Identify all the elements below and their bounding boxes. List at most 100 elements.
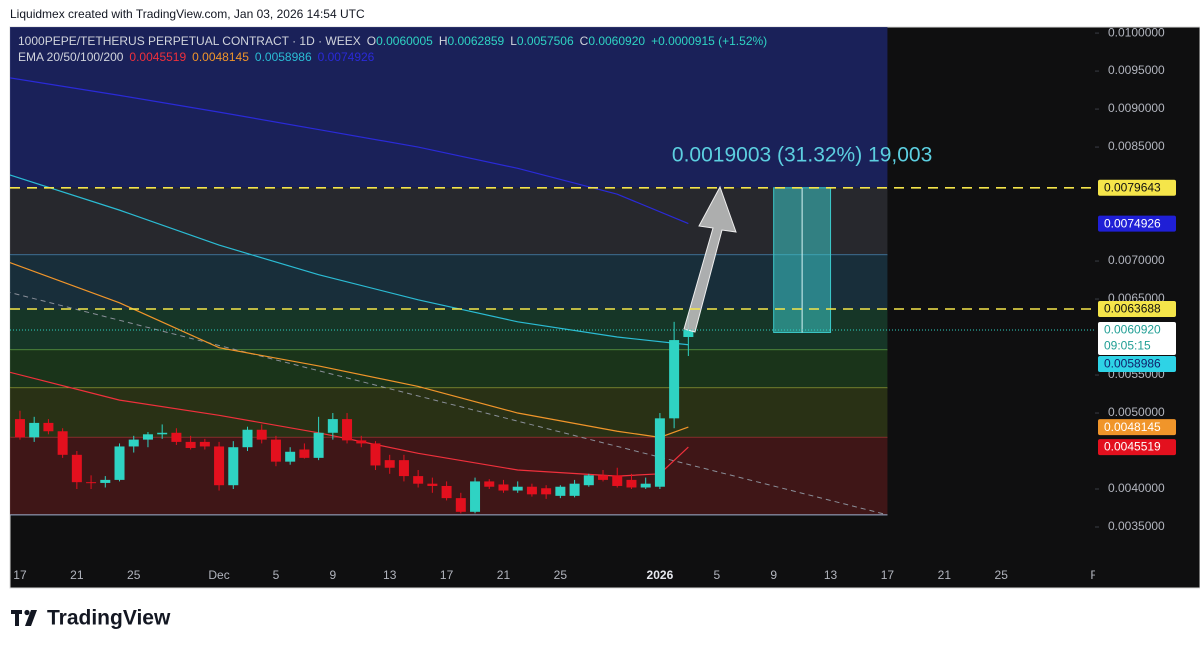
price-badge-label: 0.0058986	[1104, 357, 1161, 371]
symbol: 1000PEPE/TETHERUS PERPETUAL CONTRACT · 1…	[18, 34, 361, 48]
x-tick-label: 25	[995, 568, 1009, 582]
x-tick-label: 25	[554, 568, 568, 582]
candle-body	[313, 432, 324, 458]
y-tick-label: 0.0070000	[1108, 253, 1165, 267]
brand-name: TradingView	[47, 607, 171, 630]
ohlc-value: 0.0060920	[588, 34, 645, 48]
zone	[10, 27, 888, 188]
candle-body	[142, 434, 153, 440]
ema-title: EMA 20/50/100/200	[18, 50, 124, 64]
candle-body	[285, 451, 296, 462]
x-tick-label: 17	[881, 568, 895, 582]
candle-body	[626, 479, 637, 488]
candle-body	[569, 483, 580, 496]
candle-body	[356, 440, 367, 444]
candle-body	[498, 484, 509, 491]
candle-body	[57, 431, 68, 455]
price-badge	[1098, 301, 1176, 318]
x-tick-label: 21	[497, 568, 511, 582]
zone	[10, 254, 888, 310]
ema-value: 0.0058986	[255, 50, 312, 64]
x-tick-label: 13	[824, 568, 838, 582]
x-tick-label: Feb	[1090, 568, 1111, 582]
candle-body	[413, 476, 424, 484]
candle-body	[484, 481, 495, 487]
candle-body	[228, 447, 239, 486]
y-tick-label: 0.0085000	[1108, 139, 1165, 153]
ohlc-value: 0.0062859	[448, 34, 505, 48]
candle-body	[270, 439, 281, 462]
x-tick-label: 9	[329, 568, 336, 582]
ema-line	[10, 261, 689, 438]
y-tick-label: 0.0050000	[1108, 405, 1165, 419]
candle-body	[100, 479, 111, 483]
candle-body	[683, 330, 694, 337]
x-tick-label: 25	[127, 568, 141, 582]
zone	[10, 349, 888, 388]
candle-body	[242, 429, 253, 448]
candle-body	[384, 460, 395, 468]
candle-body	[199, 441, 210, 447]
candle-body	[583, 475, 594, 486]
zone	[10, 309, 888, 350]
ema-value: 0.0048145	[192, 50, 249, 64]
price-badge	[1098, 215, 1176, 232]
candle-body	[114, 446, 125, 480]
price-axis: 0.0100000 0.0095000 0.0090000 0.0085000 0.00…	[1095, 25, 1176, 533]
candle-body	[14, 419, 25, 438]
zone	[10, 437, 888, 515]
candle-body	[512, 486, 523, 491]
position-label: 0.0019003 (31.32%) 19,003	[672, 143, 932, 166]
candle-body	[455, 498, 466, 512]
candle-body	[612, 475, 623, 486]
x-tick-label: 13	[383, 568, 397, 582]
price-badge-label: 0.0045519	[1104, 440, 1161, 454]
candle-body	[128, 439, 139, 447]
candle-body	[427, 483, 438, 486]
candle-body	[470, 481, 481, 512]
x-tick-label: 17	[13, 568, 27, 582]
candle-body	[71, 454, 82, 483]
ohlc-legend: 1000PEPE/TETHERUS PERPETUAL CONTRACT · 1…	[18, 34, 767, 48]
ohlc-key: O	[367, 34, 376, 48]
price-badge	[1098, 419, 1176, 436]
x-tick-label: 17	[440, 568, 454, 582]
plot-area	[10, 27, 888, 516]
time-axis: 17 21 25 Dec 5 9 13 17 21 25 2026 5 9 13 17 21 25 Feb	[13, 568, 1111, 582]
candle-body	[86, 482, 97, 484]
x-tick-label: 5	[273, 568, 280, 582]
legend: 1000PEPE/TETHERUS PERPETUAL CONTRACT · 1…	[18, 34, 767, 64]
candle-body	[555, 486, 566, 496]
price-badge	[1098, 439, 1176, 456]
x-tick-label: 2026	[647, 568, 674, 582]
candle-body	[185, 441, 196, 448]
price-badge-label: 0.0079643	[1104, 180, 1161, 194]
ohlc-value: 0.0057506	[517, 34, 574, 48]
ohlc-key: H	[439, 34, 448, 48]
candle-body	[29, 422, 40, 438]
x-tick-label: 21	[70, 568, 84, 582]
candle-body	[171, 432, 182, 442]
trend-line	[10, 292, 888, 516]
candle-body	[398, 460, 409, 477]
y-tick-label: 0.0040000	[1108, 481, 1165, 495]
ema-line	[10, 77, 689, 225]
price-badge-label: 0.0063688	[1104, 302, 1161, 316]
candle-body	[256, 429, 267, 440]
candle-body	[299, 449, 310, 458]
x-tick-label: 21	[938, 568, 952, 582]
zone	[10, 387, 888, 438]
price-countdown: 09:05:15	[1104, 339, 1151, 353]
candle-body	[598, 475, 609, 480]
candle-body	[43, 422, 54, 432]
ohlc-key: C	[580, 34, 589, 48]
candle-body	[541, 488, 552, 495]
candle-body	[214, 446, 225, 486]
projection-arrow	[683, 185, 737, 333]
candle-body	[669, 340, 680, 419]
candle-body	[526, 486, 537, 495]
candle-body	[327, 419, 338, 433]
zone	[10, 187, 888, 255]
